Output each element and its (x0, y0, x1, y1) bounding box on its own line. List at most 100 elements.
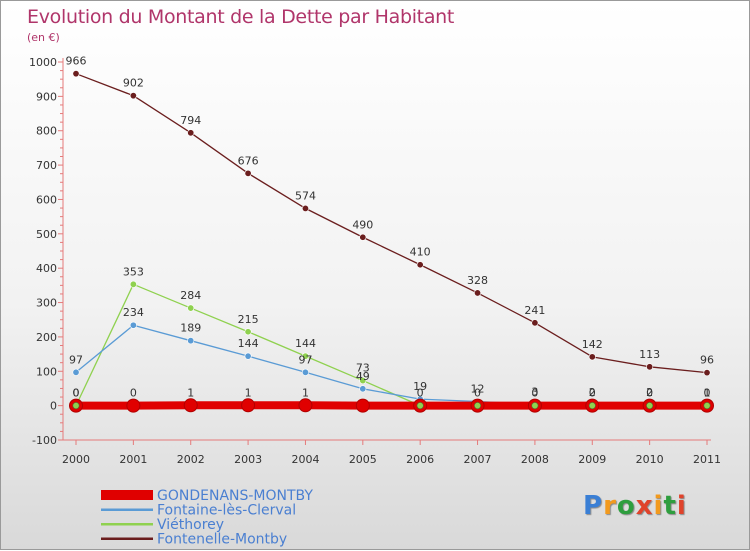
data-point (532, 320, 538, 326)
data-label: 328 (467, 274, 488, 287)
data-point (704, 369, 710, 375)
legend-swatch (101, 523, 153, 526)
data-label: 353 (123, 265, 144, 278)
data-label: 97 (298, 353, 312, 366)
y-tick-label: 100 (36, 365, 57, 378)
data-point (532, 402, 538, 408)
data-point (474, 402, 480, 408)
data-label: 410 (410, 246, 431, 259)
data-point (646, 402, 652, 408)
data-point (127, 399, 140, 412)
y-tick-label: 200 (36, 331, 57, 344)
y-tick-label: 500 (36, 228, 57, 241)
data-label: 0 (73, 387, 80, 400)
x-tick-label: 2001 (119, 453, 147, 466)
x-tick-label: 2006 (406, 453, 434, 466)
series-fontenelle-montby (73, 70, 710, 375)
legend-swatch (101, 490, 153, 500)
y-tick-label: -100 (32, 434, 57, 447)
data-point (188, 130, 194, 136)
data-point (302, 369, 308, 375)
data-label: 574 (295, 189, 316, 202)
data-point (130, 92, 136, 98)
data-label: 144 (295, 337, 316, 350)
data-point (245, 170, 251, 176)
data-point (646, 364, 652, 370)
data-label: 1 (704, 386, 711, 399)
data-point (299, 399, 312, 412)
legend-label: Fontenelle-Montby (157, 532, 287, 548)
y-tick-label: 0 (50, 400, 57, 413)
x-tick-label: 2000 (62, 453, 90, 466)
legend-swatch (101, 538, 153, 541)
x-tick-label: 2010 (636, 453, 664, 466)
data-label: 0 (130, 387, 137, 400)
data-point (245, 329, 251, 335)
data-point (356, 399, 369, 412)
data-point (474, 290, 480, 296)
data-point (130, 281, 136, 287)
data-point (245, 353, 251, 359)
y-tick-label: 800 (36, 125, 57, 138)
data-label: 3 (531, 386, 538, 399)
y-tick-label: 900 (36, 90, 57, 103)
data-point (589, 402, 595, 408)
y-tick-label: 600 (36, 193, 57, 206)
legend-swatch (101, 509, 153, 512)
data-label: 794 (180, 114, 201, 127)
data-label: 12 (471, 383, 485, 396)
data-point (130, 322, 136, 328)
data-point (417, 262, 423, 268)
x-tick-label: 2005 (349, 453, 377, 466)
series-line (76, 74, 707, 373)
x-tick-label: 2011 (693, 453, 721, 466)
proxiti-logo: Proxiti (583, 491, 687, 521)
y-tick-label: 300 (36, 297, 57, 310)
data-point (73, 369, 79, 375)
y-tick-label: 1000 (29, 56, 57, 69)
x-tick-label: 2007 (464, 453, 492, 466)
series-gondenans-montby (70, 399, 714, 412)
x-tick-label: 2009 (578, 453, 606, 466)
data-label: 1 (245, 386, 252, 399)
data-point (360, 234, 366, 240)
legend: GONDENANS-MONTBYFontaine-lès-ClervalViét… (101, 488, 313, 548)
data-label: 19 (413, 380, 427, 393)
series-fontaine-l-s-clerval (73, 322, 710, 408)
data-label: 142 (582, 338, 603, 351)
x-tick-label: 2002 (177, 453, 205, 466)
data-point (188, 305, 194, 311)
data-point (360, 386, 366, 392)
y-tick-label: 400 (36, 262, 57, 275)
data-point (184, 399, 197, 412)
data-point (589, 354, 595, 360)
data-label: 2 (646, 386, 653, 399)
data-label: 49 (356, 370, 370, 383)
data-label: 97 (69, 353, 83, 366)
data-point (704, 402, 710, 408)
series-line (76, 284, 707, 405)
y-tick-label: 700 (36, 159, 57, 172)
data-label: 966 (66, 55, 87, 68)
series-vi-thorey (73, 281, 710, 409)
data-label: 234 (123, 306, 144, 319)
data-label: 902 (123, 77, 144, 90)
data-point (73, 70, 79, 76)
data-point (417, 402, 423, 408)
data-label: 1 (302, 386, 309, 399)
data-label: 676 (238, 154, 259, 167)
data-label: 96 (700, 354, 714, 367)
x-tick-label: 2003 (234, 453, 262, 466)
data-label: 241 (524, 304, 545, 317)
x-tick-label: 2004 (291, 453, 319, 466)
data-label: 284 (180, 289, 201, 302)
data-label: 144 (238, 337, 259, 350)
data-point (242, 399, 255, 412)
data-point (73, 402, 79, 408)
data-label: 189 (180, 322, 201, 335)
